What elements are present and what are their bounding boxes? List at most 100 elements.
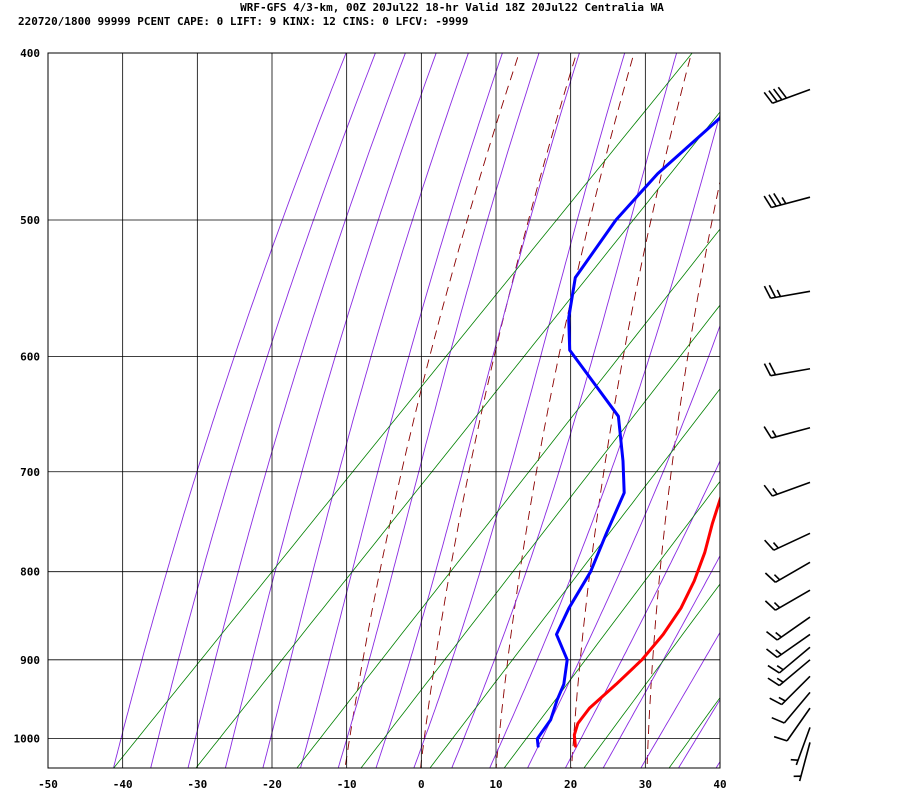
y-tick-label: 900 — [20, 654, 40, 667]
wind-barb-flag — [768, 284, 777, 298]
wind-barb — [764, 561, 811, 583]
wind-barb-flag — [763, 91, 774, 104]
wind-barb-flag — [771, 716, 785, 724]
wind-barb-half-flag — [775, 649, 782, 656]
wind-barb — [766, 616, 811, 641]
wind-barb-flag — [773, 735, 788, 742]
wind-barb-flag — [763, 285, 772, 299]
y-tick-label: 800 — [20, 566, 40, 579]
wind-barb-staff — [786, 707, 811, 742]
dry-adiabat-line — [495, 53, 635, 768]
x-tick-label: -30 — [187, 778, 207, 791]
wind-barb-staff — [770, 367, 811, 377]
wind-barb-flag — [763, 363, 772, 377]
dry-adiabat-line — [797, 15, 871, 783]
moist-adiabat-line — [602, 554, 720, 768]
mixing-ratio-line — [296, 228, 720, 768]
wind-barb-staff — [795, 727, 811, 766]
wind-barb-flag — [767, 664, 780, 674]
wind-barb — [764, 532, 811, 551]
wind-barb-staff — [781, 675, 811, 706]
grid-lines — [47, 52, 721, 768]
wind-barb-half-flag — [776, 289, 782, 297]
chart-title: WRF-GFS 4/3-km, 00Z 20Jul22 18-hr Valid … — [240, 1, 664, 14]
y-tick-label: 500 — [20, 214, 40, 227]
wind-barb-flag — [768, 194, 777, 207]
mixing-ratio-line — [583, 583, 720, 768]
wind-barb-staff — [773, 532, 811, 551]
wind-barb — [767, 646, 811, 674]
wind-barb — [790, 727, 811, 766]
wind-barb — [763, 193, 811, 209]
wind-barb-flag — [763, 484, 774, 497]
x-tick-label: 10 — [489, 778, 502, 791]
wind-barb-staff — [798, 742, 811, 782]
moist-adiabat-line — [375, 53, 580, 768]
mixing-ratio-line — [360, 304, 720, 768]
wind-barb-flag — [768, 362, 777, 376]
dry-adiabat-line — [646, 179, 720, 768]
moist-adiabat-line — [150, 53, 376, 768]
wind-barb-staff — [771, 196, 811, 209]
wind-barb-half-flag — [773, 602, 781, 609]
wind-barb-staff — [771, 426, 811, 439]
dry-adiabat-line — [420, 53, 578, 768]
moist-adiabat-line — [715, 760, 720, 768]
chart-stats-line: 220720/1800 99999 PCENT CAPE: 0 LIFT: 9 … — [18, 15, 468, 28]
wind-barb-staff — [772, 481, 811, 497]
moist-adiabat-line — [640, 631, 720, 768]
background-lines — [113, 15, 871, 783]
moist-adiabat-line — [224, 53, 437, 768]
y-tick-label: 600 — [20, 350, 40, 363]
wind-barb-staff — [778, 646, 811, 674]
wind-barb-flag — [763, 426, 773, 439]
wind-barb — [763, 362, 811, 377]
wind-barb — [771, 691, 811, 724]
mixing-ratio-line — [195, 111, 720, 768]
wind-barb-flag — [767, 677, 780, 687]
mixing-ratio-line — [503, 480, 720, 768]
wind-barb-staff — [774, 589, 811, 611]
x-tick-label: -20 — [262, 778, 282, 791]
x-tick-label: -40 — [113, 778, 133, 791]
moist-adiabat-line — [677, 698, 720, 768]
wind-barb-half-flag — [790, 758, 799, 762]
wind-barb-staff — [776, 633, 811, 659]
wind-barb-staff — [778, 659, 811, 687]
axis-tick-labels: -50 -40 -30 -20 -10 0 10 20 30 40 400 500 600 700 800 9… — [14, 47, 727, 791]
wind-barb-half-flag — [776, 664, 784, 671]
y-tick-label: 700 — [20, 466, 40, 479]
wind-barb — [764, 589, 811, 611]
wind-barb-half-flag — [776, 677, 784, 683]
dry-adiabat-line — [344, 53, 520, 768]
wind-barb-flag — [777, 86, 788, 99]
wind-barb-staff — [774, 561, 811, 583]
wind-barbs — [763, 86, 811, 782]
moist-adiabat-line — [113, 53, 347, 768]
wind-barb — [763, 426, 811, 439]
plot-frame — [47, 52, 721, 769]
wind-barb-half-flag — [778, 696, 786, 702]
wind-barb-flag — [768, 90, 778, 102]
wind-barb — [763, 284, 811, 300]
wind-barb-flag — [773, 193, 782, 206]
x-tick-label: 40 — [713, 778, 726, 791]
moist-adiabat-line — [262, 53, 469, 768]
wind-barb — [766, 633, 811, 659]
wind-barb-flag — [769, 697, 783, 706]
wind-barb-half-flag — [773, 574, 781, 581]
x-tick-label: 20 — [564, 778, 577, 791]
wind-barb — [763, 86, 811, 104]
moist-adiabat-line — [451, 53, 678, 768]
wind-barb — [763, 481, 811, 497]
mixing-ratio-line — [429, 388, 720, 768]
wind-barb-staff — [783, 691, 811, 724]
wind-barb-staff — [772, 88, 811, 104]
y-tick-label: 1000 — [14, 733, 41, 746]
moist-adiabat-line — [300, 53, 503, 768]
dewpoint-profile-line — [535, 116, 720, 748]
mixing-ratio-line — [113, 53, 693, 768]
x-tick-label: -50 — [38, 778, 58, 791]
wind-barb-flag — [764, 600, 776, 611]
